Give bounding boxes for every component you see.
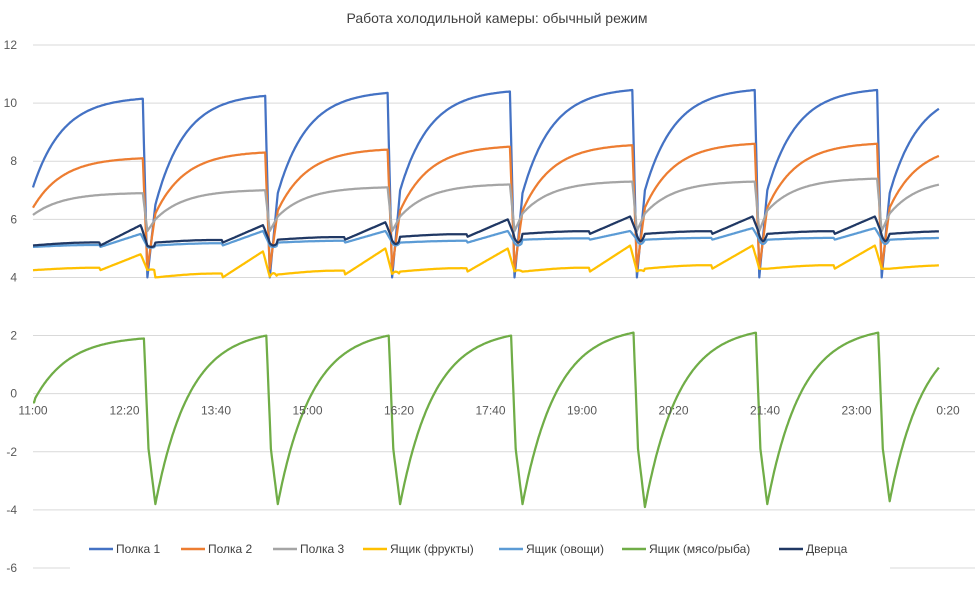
series-line-5 — [32, 226, 939, 249]
legend-item: Дверца — [779, 542, 848, 556]
legend-label: Полка 3 — [300, 542, 345, 556]
x-tick-label: 21:40 — [750, 404, 780, 418]
y-tick-label: 6 — [10, 212, 17, 226]
y-tick-label: -2 — [6, 445, 17, 459]
legend-label: Полка 2 — [208, 542, 253, 556]
legend-item: Ящик (мясо/рыба) — [622, 542, 750, 556]
legend-item: Ящик (овощи) — [499, 542, 604, 556]
series-line-1 — [31, 88, 940, 279]
x-tick-label: 13:40 — [201, 404, 231, 418]
series-line-2 — [32, 142, 940, 270]
series-line-3 — [32, 177, 940, 233]
x-axis-tick-labels: 11:00 12:20 13:40 15:00 16:20 17:40 19:00 20:20… — [18, 404, 960, 418]
y-tick-label: 8 — [10, 154, 17, 168]
legend-label: Дверца — [806, 542, 848, 556]
legend-item: Полка 3 — [273, 542, 345, 556]
legend-label: Ящик (овощи) — [526, 542, 604, 556]
y-axis-tick-labels: -6 -4 -2 0 2 4 6 8 10 12 — [4, 38, 18, 575]
chart-title: Работа холодильной камеры: обычный режим — [346, 10, 647, 26]
series-layer — [31, 88, 940, 509]
x-tick-label: 20:20 — [658, 404, 688, 418]
legend: Полка 1 Полка 2 Полка 3 Ящик (фрукты) Ящик (… — [89, 542, 848, 556]
legend-item: Ящик (фрукты) — [363, 542, 474, 556]
legend-label: Полка 1 — [116, 542, 161, 556]
series-line-4 — [32, 244, 939, 279]
legend-label: Ящик (фрукты) — [390, 542, 474, 556]
legend-item: Полка 1 — [89, 542, 161, 556]
y-tick-label: 10 — [4, 96, 18, 110]
series-line-7 — [32, 215, 939, 249]
legend-label: Ящик (мясо/рыба) — [649, 542, 750, 556]
x-tick-label: 16:20 — [384, 404, 414, 418]
x-tick-label: 19:00 — [567, 404, 597, 418]
x-tick-label: 15:00 — [292, 404, 322, 418]
x-tick-label: 23:00 — [841, 404, 871, 418]
y-tick-label: 2 — [10, 329, 17, 343]
x-tick-label: 12:20 — [109, 404, 139, 418]
grid-lines — [33, 44, 975, 569]
y-tick-label: -6 — [6, 561, 17, 575]
series-line-6 — [32, 331, 940, 509]
x-tick-label: 0:20 — [936, 404, 960, 418]
y-tick-label: 0 — [10, 387, 17, 401]
y-tick-label: -4 — [6, 503, 17, 517]
legend-item: Полка 2 — [181, 542, 253, 556]
x-tick-label: 17:40 — [475, 404, 505, 418]
y-tick-label: 12 — [4, 38, 18, 52]
x-tick-label: 11:00 — [18, 404, 47, 418]
y-tick-label: 4 — [10, 270, 17, 284]
